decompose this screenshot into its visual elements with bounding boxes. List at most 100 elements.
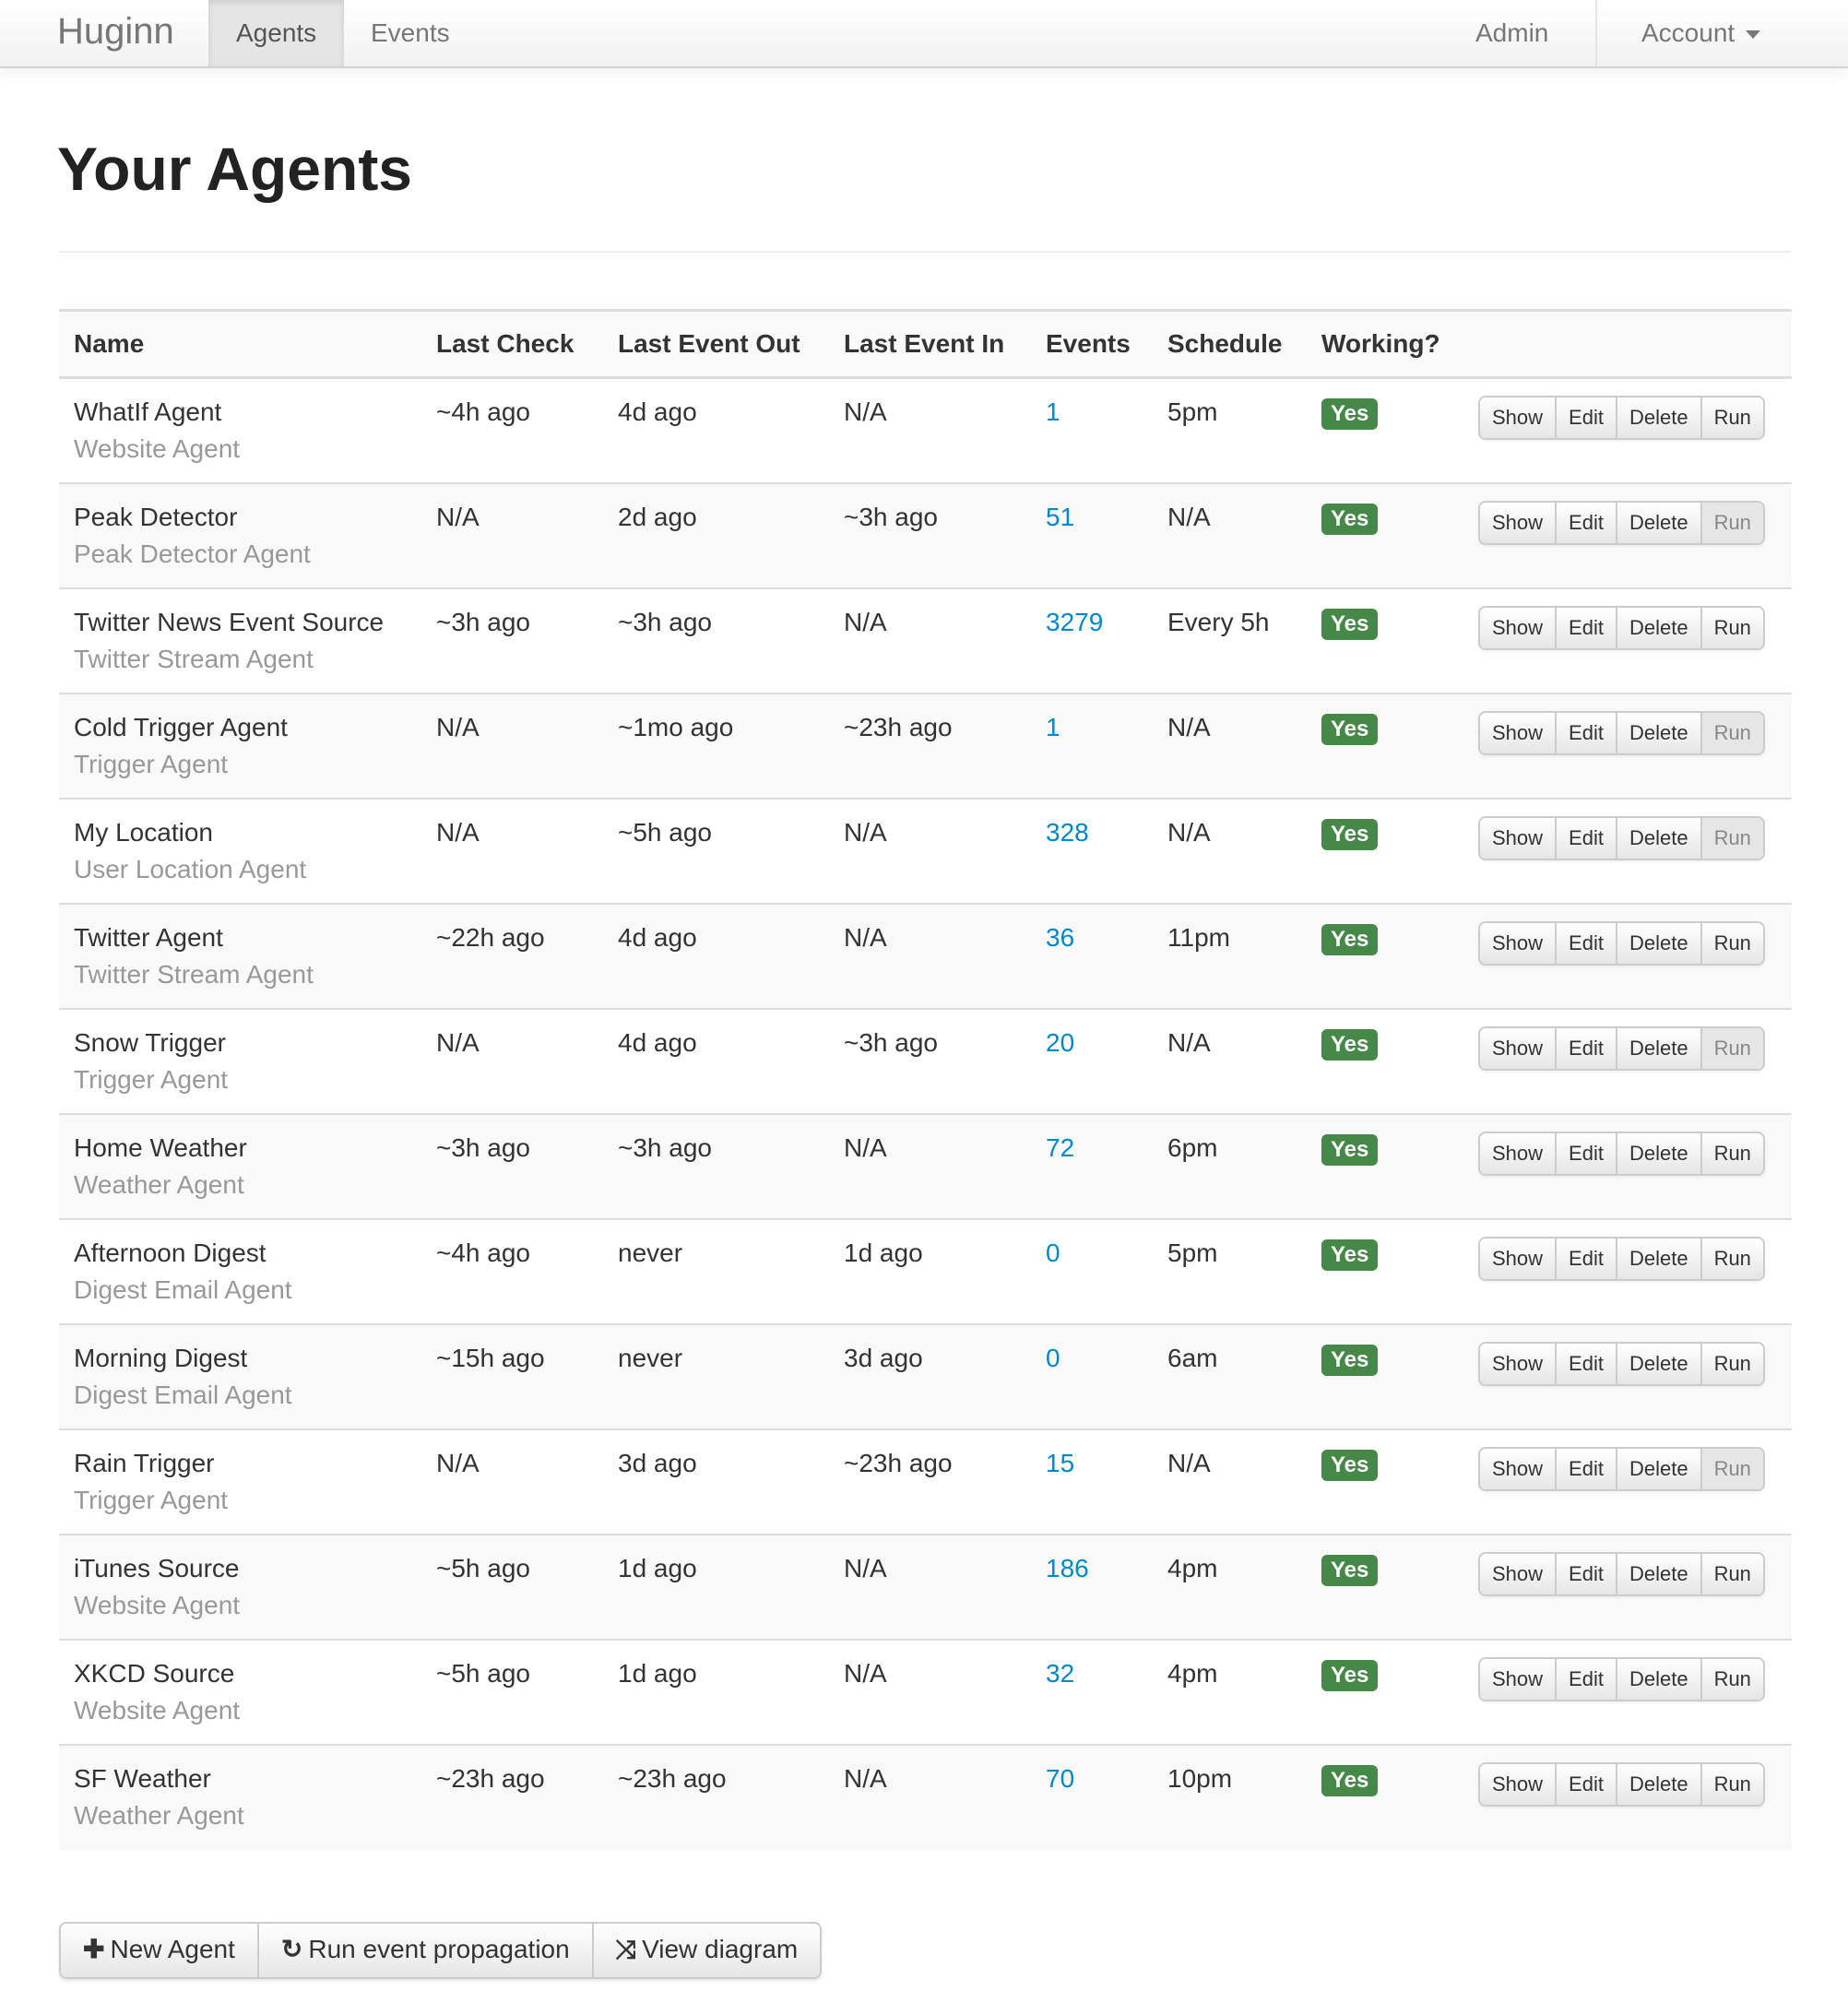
run-button[interactable]: Run <box>1700 397 1763 438</box>
agent-name[interactable]: Afternoon Digest <box>74 1238 267 1267</box>
delete-button[interactable]: Delete <box>1615 712 1700 753</box>
delete-button[interactable]: Delete <box>1615 1448 1700 1489</box>
show-button[interactable]: Show <box>1480 1132 1556 1174</box>
value: ~5h ago <box>436 1553 530 1582</box>
edit-button[interactable]: Edit <box>1555 712 1616 753</box>
edit-button[interactable]: Edit <box>1555 922 1616 964</box>
nav-agents[interactable]: Agents <box>208 0 345 66</box>
edit-button[interactable]: Edit <box>1555 607 1616 648</box>
edit-button[interactable]: Edit <box>1555 1448 1616 1489</box>
edit-button[interactable]: Edit <box>1555 1763 1616 1805</box>
nav-events[interactable]: Events <box>371 18 450 47</box>
events-count-link[interactable]: 328 <box>1046 817 1089 847</box>
events-count-link[interactable]: 1 <box>1046 397 1060 426</box>
events-count-link[interactable]: 0 <box>1046 1238 1060 1267</box>
edit-button[interactable]: Edit <box>1555 397 1616 438</box>
nav-admin[interactable]: Admin <box>1475 18 1549 47</box>
run-button[interactable]: Run <box>1700 607 1763 648</box>
cell-last-check: ~15h ago <box>421 1322 603 1429</box>
events-count-link[interactable]: 15 <box>1046 1448 1075 1477</box>
agent-name[interactable]: XKCD Source <box>74 1658 235 1688</box>
events-count-link[interactable]: 20 <box>1046 1027 1075 1057</box>
delete-button[interactable]: Delete <box>1615 1027 1700 1069</box>
show-button[interactable]: Show <box>1480 922 1556 964</box>
events-count-link[interactable]: 1 <box>1046 712 1060 741</box>
agent-name[interactable]: iTunes Source <box>74 1553 240 1582</box>
run-button[interactable]: Run <box>1700 1553 1763 1594</box>
delete-button[interactable]: Delete <box>1615 1553 1700 1594</box>
run-button[interactable]: Run <box>1700 1658 1763 1700</box>
delete-button[interactable]: Delete <box>1615 817 1700 859</box>
brand-logo[interactable]: Huginn <box>57 11 174 52</box>
agent-name[interactable]: SF Weather <box>74 1763 211 1793</box>
cell-working: Yes <box>1307 797 1463 904</box>
delete-button[interactable]: Delete <box>1615 1343 1700 1384</box>
agent-name[interactable]: Home Weather <box>74 1132 247 1162</box>
delete-button[interactable]: Delete <box>1615 502 1700 543</box>
events-count-link[interactable]: 72 <box>1046 1132 1075 1162</box>
edit-button[interactable]: Edit <box>1555 1027 1616 1069</box>
value: N/A <box>844 922 887 952</box>
show-button[interactable]: Show <box>1480 1027 1556 1069</box>
edit-button[interactable]: Edit <box>1555 1238 1616 1279</box>
agent-name[interactable]: My Location <box>74 817 213 847</box>
show-button[interactable]: Show <box>1480 817 1556 859</box>
events-count-link[interactable]: 3279 <box>1046 607 1104 636</box>
run-button[interactable]: Run <box>1700 922 1763 964</box>
edit-button[interactable]: Edit <box>1555 1553 1616 1594</box>
events-count-link[interactable]: 186 <box>1046 1553 1089 1582</box>
show-button[interactable]: Show <box>1480 607 1556 648</box>
cell-last-out: ~23h ago <box>603 1743 829 1850</box>
agent-name[interactable]: Rain Trigger <box>74 1448 215 1477</box>
agent-name[interactable]: Cold Trigger Agent <box>74 712 288 741</box>
cell-events: 32 <box>1031 1638 1153 1745</box>
agent-name[interactable]: Peak Detector <box>74 502 238 531</box>
agent-name[interactable]: Morning Digest <box>74 1343 248 1372</box>
column-header: Name <box>59 309 421 379</box>
new-agent-button[interactable]: ✚ New Agent <box>61 1924 257 1977</box>
cell-events: 3279 <box>1031 587 1153 693</box>
run-button[interactable]: Run <box>1700 1763 1763 1805</box>
run-event-propagation-button[interactable]: ↻ Run event propagation <box>256 1924 592 1977</box>
cell-last-out: ~1mo ago <box>603 692 829 799</box>
show-button[interactable]: Show <box>1480 1763 1556 1805</box>
show-button[interactable]: Show <box>1480 1553 1556 1594</box>
show-button[interactable]: Show <box>1480 712 1556 753</box>
show-button[interactable]: Show <box>1480 1658 1556 1700</box>
delete-button[interactable]: Delete <box>1615 1763 1700 1805</box>
view-diagram-button[interactable]: ⤨ View diagram <box>591 1924 821 1977</box>
events-count-link[interactable]: 36 <box>1046 922 1075 952</box>
run-button[interactable]: Run <box>1700 1343 1763 1384</box>
events-count-link[interactable]: 51 <box>1046 502 1075 531</box>
run-button[interactable]: Run <box>1700 1132 1763 1174</box>
edit-button[interactable]: Edit <box>1555 817 1616 859</box>
run-button[interactable]: Run <box>1700 1238 1763 1279</box>
delete-button[interactable]: Delete <box>1615 397 1700 438</box>
show-button[interactable]: Show <box>1480 502 1556 543</box>
show-button[interactable]: Show <box>1480 1448 1556 1489</box>
show-button[interactable]: Show <box>1480 1238 1556 1279</box>
delete-button[interactable]: Delete <box>1615 1132 1700 1174</box>
cell-working: Yes <box>1307 1743 1463 1850</box>
edit-button[interactable]: Edit <box>1555 1132 1616 1174</box>
delete-button[interactable]: Delete <box>1615 1238 1700 1279</box>
delete-button[interactable]: Delete <box>1615 922 1700 964</box>
show-button[interactable]: Show <box>1480 397 1556 438</box>
edit-button[interactable]: Edit <box>1555 502 1616 543</box>
value: ~3h ago <box>436 1132 530 1162</box>
show-button[interactable]: Show <box>1480 1343 1556 1384</box>
edit-button[interactable]: Edit <box>1555 1343 1616 1384</box>
nav-account-dropdown[interactable]: Account <box>1614 0 1788 66</box>
cell-schedule: 5pm <box>1153 378 1307 483</box>
agent-name[interactable]: WhatIf Agent <box>74 397 222 426</box>
events-count-link[interactable]: 32 <box>1046 1658 1075 1688</box>
delete-button[interactable]: Delete <box>1615 607 1700 648</box>
delete-button[interactable]: Delete <box>1615 1658 1700 1700</box>
events-count-link[interactable]: 70 <box>1046 1763 1075 1793</box>
cell-schedule: 6am <box>1153 1322 1307 1429</box>
agent-name[interactable]: Twitter News Event Source <box>74 607 385 636</box>
agent-name[interactable]: Snow Trigger <box>74 1027 226 1057</box>
events-count-link[interactable]: 0 <box>1046 1343 1060 1372</box>
edit-button[interactable]: Edit <box>1555 1658 1616 1700</box>
agent-name[interactable]: Twitter Agent <box>74 922 223 952</box>
